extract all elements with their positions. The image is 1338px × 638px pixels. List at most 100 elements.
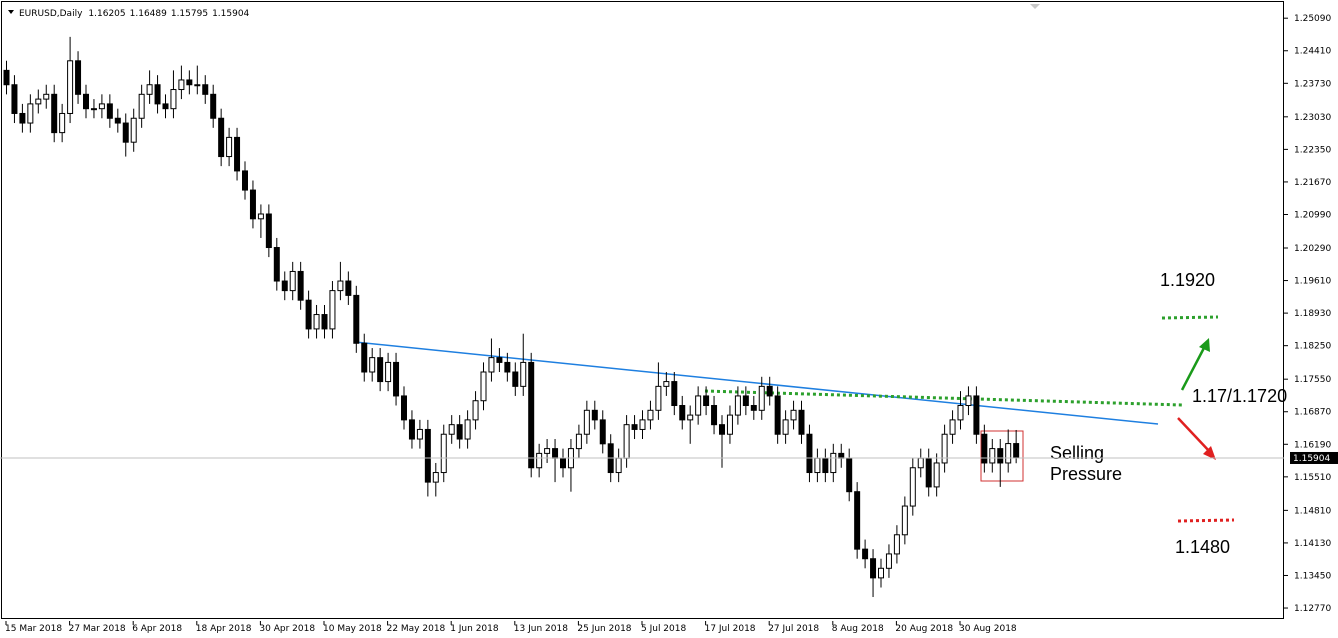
x-tick-label: 13 Jun 2018	[514, 624, 568, 634]
candle-body-down	[377, 357, 384, 383]
candle-body-up	[687, 414, 694, 421]
y-tick-label: 1.24410	[1294, 47, 1331, 57]
candle-body-up	[734, 395, 741, 416]
candle-body-up	[949, 419, 956, 435]
candle-body-down	[806, 433, 813, 474]
candle-body-down	[925, 457, 932, 488]
x-tick-label: 22 May 2018	[387, 624, 446, 634]
candle-body-up	[138, 93, 145, 119]
candle-body-down	[512, 371, 519, 387]
down-arrow	[1177, 417, 1211, 453]
y-tick-label: 1.23730	[1294, 79, 1331, 89]
candle-body-up	[257, 213, 264, 220]
x-tick-label: 1 Jun 2018	[450, 624, 499, 634]
shift-marker	[1030, 4, 1040, 9]
up-arrow-head	[1199, 338, 1210, 352]
candle-body-down	[51, 93, 58, 134]
candle-body-down	[1013, 443, 1020, 459]
candle-body-down	[273, 247, 280, 282]
y-tick-label: 1.16870	[1294, 408, 1331, 418]
y-tick-label: 1.25090	[1294, 14, 1331, 24]
candle-body-up	[35, 98, 42, 105]
y-tick-label: 1.15510	[1294, 473, 1331, 483]
candle-body-down	[981, 433, 988, 464]
candle-body-up	[146, 84, 153, 95]
pivot-level	[704, 389, 1183, 407]
candle-body-up	[544, 448, 551, 454]
y-tick-label: 1.17550	[1294, 375, 1331, 385]
y-tick-label: 1.20990	[1294, 210, 1331, 220]
y-tick-label: 1.18930	[1294, 309, 1331, 319]
candle-body-up	[647, 409, 654, 421]
candle-body-up	[726, 414, 733, 435]
x-tick-label: 30 Aug 2018	[959, 624, 1017, 634]
candle-body-down	[504, 361, 511, 373]
candle-body-up	[289, 270, 296, 292]
candle-body-up	[639, 419, 646, 430]
header-open: 1.16205	[88, 9, 125, 19]
candle-body-down	[408, 419, 415, 440]
candle-body-down	[114, 117, 121, 124]
candle-body-up	[575, 433, 582, 450]
candle-body-up	[878, 567, 884, 579]
candle-body-down	[234, 136, 241, 172]
x-tick-label: 17 Jul 2018	[705, 624, 756, 634]
candle-body-up	[226, 136, 233, 158]
candle-body-down	[210, 93, 217, 119]
candle-body-up	[90, 108, 97, 111]
header-low: 1.15795	[171, 9, 208, 19]
candle-body-down	[846, 457, 853, 493]
candle-body-down	[742, 395, 749, 407]
candle-body-down	[456, 424, 463, 440]
candle-body-up	[917, 457, 924, 469]
candle-body-down	[560, 457, 566, 469]
x-tick-label: 25 Jun 2018	[577, 624, 631, 634]
candle-body-up	[933, 462, 940, 488]
x-tick-label: 6 Apr 2018	[132, 624, 182, 634]
candle-body-down	[218, 117, 225, 158]
candle-body-down	[750, 405, 757, 411]
candle-body-down	[424, 428, 431, 483]
candle-body-down	[862, 548, 869, 560]
candle-body-down	[305, 299, 312, 330]
candle-body-down	[281, 280, 288, 292]
plot-frame	[1, 1, 1284, 619]
candle-body-down	[552, 448, 559, 459]
candle-body-up	[480, 371, 487, 402]
candle-body-up	[520, 361, 527, 387]
candle-body-up	[615, 457, 622, 474]
candle-body-up	[885, 553, 892, 569]
note-label: Pressure	[1050, 464, 1122, 484]
candle-body-up	[337, 280, 344, 292]
candle-body-down	[973, 395, 980, 435]
candle-body-up	[313, 314, 320, 330]
candle-body-down	[3, 69, 10, 86]
candle-body-down	[19, 112, 26, 124]
x-tick-label: 27 Jul 2018	[768, 624, 819, 634]
candle-body-down	[122, 122, 129, 143]
candle-body-up	[655, 385, 662, 411]
candle-body-down	[528, 361, 535, 469]
candle-body-up	[329, 290, 336, 330]
candle-body-up	[893, 534, 900, 555]
y-tick-label: 1.20290	[1294, 244, 1331, 254]
candle-body-up	[583, 409, 590, 435]
candle-body-down	[345, 280, 352, 296]
last-price-tag	[1290, 451, 1338, 464]
y-tick-label: 1.12770	[1294, 604, 1331, 614]
candle-body-down	[711, 405, 718, 426]
candle-body-down	[703, 395, 710, 407]
candle-body-down	[774, 395, 781, 435]
candle-body-down	[401, 395, 407, 421]
candle-body-up	[536, 452, 543, 469]
x-tick-label: 5 Jul 2018	[641, 624, 686, 634]
y-tick-label: 1.23030	[1294, 113, 1331, 123]
candle-body-up	[67, 60, 74, 114]
symbol: EURUSD,Daily	[19, 9, 83, 19]
candle-body-up	[623, 424, 630, 459]
x-tick-label: 18 Apr 2018	[196, 624, 252, 634]
candle-body-down	[719, 424, 725, 435]
x-tick-label: 15 Mar 2018	[5, 624, 62, 634]
